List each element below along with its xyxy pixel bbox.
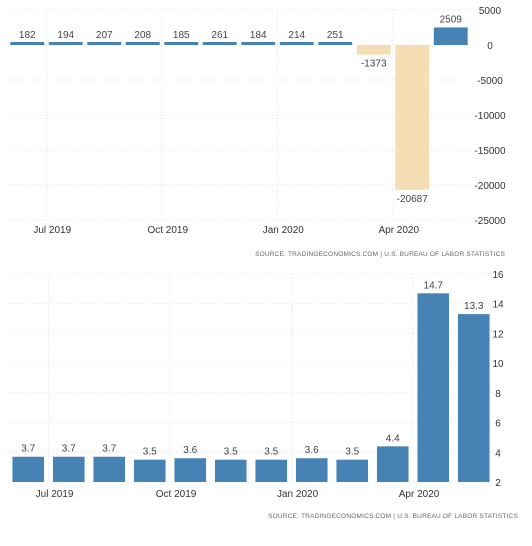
y-tick-label: 2 bbox=[495, 478, 501, 489]
x-tick-label: Jan 2020 bbox=[277, 489, 319, 500]
data-label: 3.5 bbox=[224, 447, 238, 458]
y-tick-label: -20000 bbox=[474, 181, 506, 192]
bar bbox=[457, 314, 490, 482]
data-label: 3.7 bbox=[102, 444, 116, 455]
data-label: 214 bbox=[288, 30, 305, 41]
data-label: 3.6 bbox=[305, 445, 319, 456]
bar bbox=[336, 459, 369, 482]
bar bbox=[356, 45, 391, 55]
bar bbox=[214, 459, 247, 482]
data-label: 13.3 bbox=[464, 301, 484, 312]
bar bbox=[241, 42, 276, 45]
x-tick-label: Jul 2019 bbox=[33, 225, 71, 236]
y-tick-label: -25000 bbox=[474, 216, 506, 227]
data-label: 185 bbox=[173, 30, 190, 41]
bar bbox=[87, 42, 122, 45]
y-tick-label: 4 bbox=[495, 448, 501, 459]
nonfarm-payrolls-chart: SOURCE: TRADINGECONOMICS.COM | U.S. BURE… bbox=[8, 6, 506, 258]
bar bbox=[174, 458, 207, 482]
data-label: 3.7 bbox=[62, 444, 76, 455]
data-label: 3.5 bbox=[345, 447, 359, 458]
bar bbox=[202, 42, 237, 45]
y-tick-label: 0 bbox=[487, 41, 493, 52]
data-label: 251 bbox=[327, 30, 344, 41]
bar bbox=[12, 456, 45, 482]
gridlines bbox=[8, 273, 494, 483]
bar bbox=[433, 27, 468, 45]
data-label: 3.6 bbox=[183, 445, 197, 456]
data-label: -20687 bbox=[397, 194, 429, 205]
y-tick-label: -5000 bbox=[477, 76, 503, 87]
y-tick-label: 14 bbox=[492, 300, 504, 311]
data-label: -1373 bbox=[361, 59, 387, 70]
data-label: 208 bbox=[134, 30, 151, 41]
bar bbox=[318, 42, 353, 45]
y-tick-label: 6 bbox=[495, 419, 501, 430]
bar bbox=[93, 456, 126, 482]
bar bbox=[133, 459, 166, 482]
bar bbox=[295, 458, 328, 482]
bar bbox=[164, 42, 199, 45]
bar bbox=[376, 446, 409, 482]
y-tick-label: 10 bbox=[492, 359, 504, 370]
bar bbox=[279, 42, 314, 45]
x-tick-label: Apr 2020 bbox=[378, 225, 419, 236]
y-tick-label: 16 bbox=[492, 270, 504, 281]
chart1-source: SOURCE: TRADINGECONOMICS.COM | U.S. BURE… bbox=[255, 251, 505, 258]
bar bbox=[125, 42, 160, 45]
x-tick-label: Oct 2019 bbox=[147, 225, 188, 236]
y-tick-label: 5000 bbox=[479, 6, 502, 17]
data-label: 4.4 bbox=[386, 433, 400, 444]
data-label: 2509 bbox=[440, 14, 463, 25]
bar bbox=[417, 293, 450, 482]
bar bbox=[255, 459, 288, 482]
data-label: 261 bbox=[211, 30, 228, 41]
y-tick-label: 12 bbox=[492, 329, 504, 340]
bar bbox=[395, 45, 430, 190]
bar bbox=[52, 456, 85, 482]
data-label: 194 bbox=[57, 30, 74, 41]
y-tick-label: -10000 bbox=[474, 111, 506, 122]
x-tick-label: Jul 2019 bbox=[36, 489, 74, 500]
y-tick-label: 8 bbox=[495, 389, 501, 400]
data-label: 14.7 bbox=[424, 280, 444, 291]
data-label: 184 bbox=[250, 30, 267, 41]
bar bbox=[10, 42, 45, 45]
x-tick-label: Jan 2020 bbox=[263, 225, 305, 236]
data-label: 3.5 bbox=[143, 447, 157, 458]
x-tick-label: Apr 2020 bbox=[399, 489, 440, 500]
x-tick-label: Oct 2019 bbox=[156, 489, 197, 500]
chart2-source: SOURCE: TRADINGECONOMICS.COM | U.S. BURE… bbox=[268, 513, 518, 520]
gridlines bbox=[8, 9, 470, 221]
data-label: 207 bbox=[96, 30, 113, 41]
data-label: 3.5 bbox=[264, 447, 278, 458]
data-label: 3.7 bbox=[21, 444, 35, 455]
y-tick-label: -15000 bbox=[474, 146, 506, 157]
data-label: 182 bbox=[19, 30, 36, 41]
bar bbox=[48, 42, 83, 45]
unemployment-rate-chart: SOURCE: TRADINGECONOMICS.COM | U.S. BURE… bbox=[8, 270, 518, 520]
